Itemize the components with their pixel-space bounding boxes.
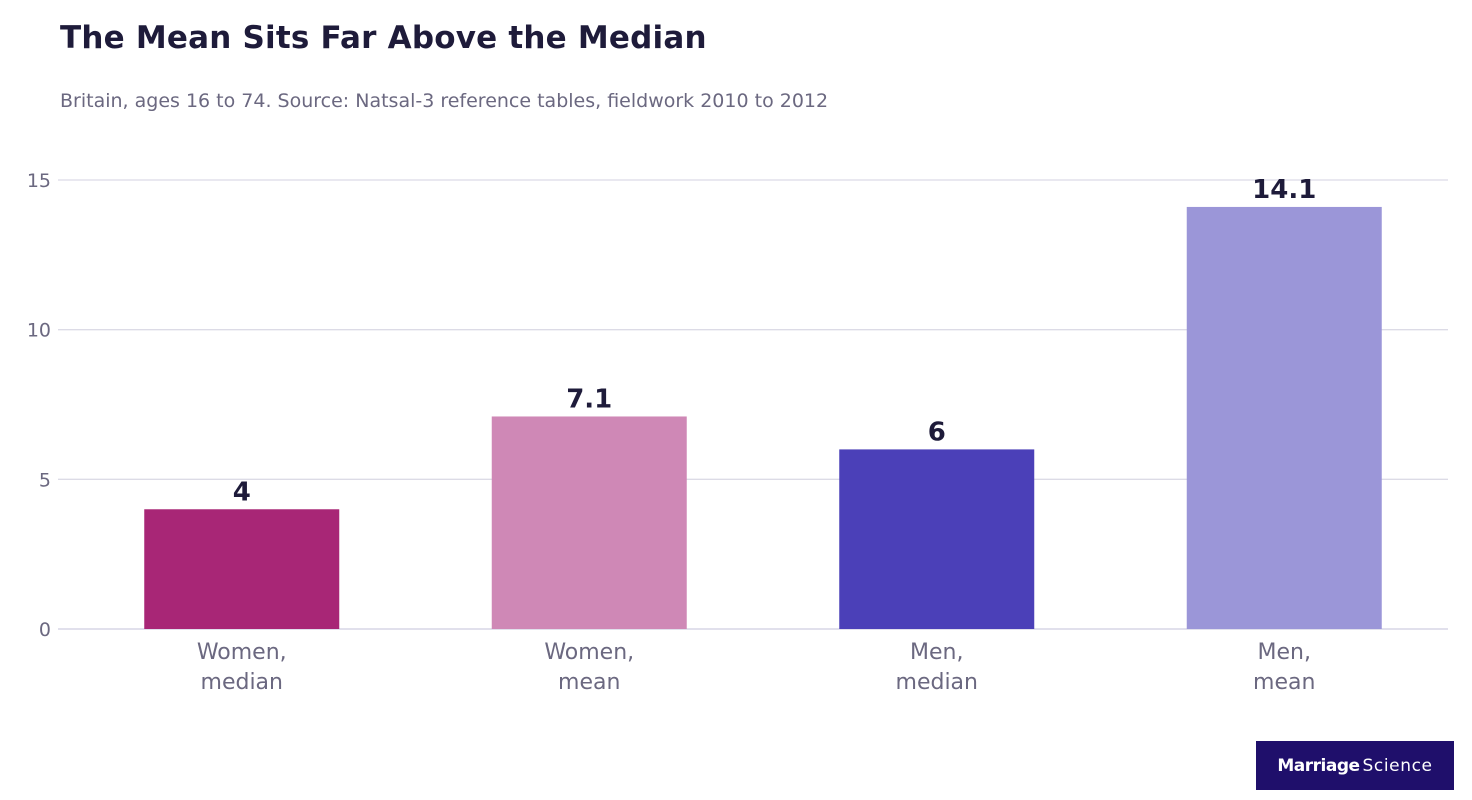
chart-title: The Mean Sits Far Above the Median [60, 20, 707, 56]
y-tick-label: 0 [39, 619, 51, 641]
x-tick-label: mean [1253, 670, 1315, 695]
x-tick-label: median [896, 670, 978, 695]
brand-logo: Marriage Science [1256, 741, 1454, 790]
y-tick-label: 5 [39, 469, 51, 491]
y-tick-label: 10 [27, 320, 51, 342]
chart-subtitle: Britain, ages 16 to 74. Source: Natsal-3… [60, 90, 829, 112]
x-tick-label: mean [558, 670, 620, 695]
data-label: 14.1 [1252, 175, 1316, 205]
brand-logo-part1: Marriage [1277, 755, 1360, 776]
x-tick-label: Men, [1258, 640, 1311, 665]
x-tick-label: Men, [910, 640, 963, 665]
data-label: 4 [233, 477, 251, 507]
bar [839, 449, 1035, 629]
x-tick-label: median [201, 670, 283, 695]
x-tick-label: Women, [197, 640, 287, 665]
bar [144, 509, 340, 629]
x-tick-label: Women, [544, 640, 634, 665]
data-label: 7.1 [566, 384, 612, 414]
brand-logo-part2: Science [1362, 755, 1433, 776]
bar [1186, 206, 1382, 629]
bar [491, 416, 687, 629]
data-label: 6 [928, 417, 946, 447]
y-tick-label: 15 [27, 170, 51, 192]
